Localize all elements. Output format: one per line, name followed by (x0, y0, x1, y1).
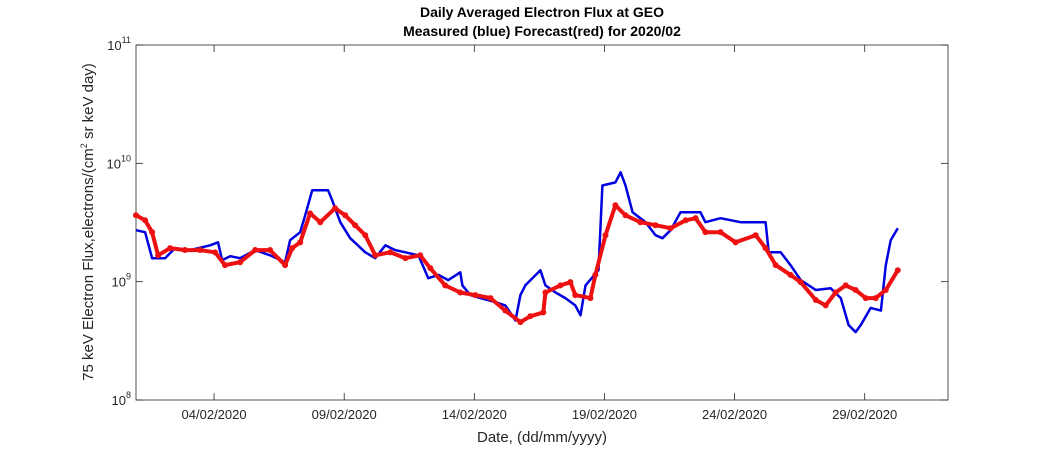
y-tick-exponent: 8 (126, 390, 131, 400)
forecast-point (332, 205, 339, 212)
forecast-point (427, 265, 434, 272)
y-tick-label: 1010 (107, 153, 131, 171)
forecast-point (352, 222, 359, 229)
forecast-point (762, 245, 769, 252)
forecast-point (894, 267, 901, 274)
x-tick-label: 19/02/2020 (572, 407, 637, 422)
x-tick-label: 29/02/2020 (832, 407, 897, 422)
forecast-point (372, 252, 379, 259)
forecast-point (752, 232, 759, 239)
forecast-point (417, 252, 424, 259)
forecast-point (667, 225, 674, 232)
y-tick-base: 10 (112, 393, 126, 408)
x-axis-label: Date, (dd/mm/yyyy) (477, 429, 607, 446)
forecast-point (289, 245, 296, 252)
forecast-point (637, 219, 644, 226)
forecast-point (717, 229, 724, 236)
forecast-point (167, 245, 174, 252)
y-axis-label-part: sr keV day) (80, 63, 97, 143)
y-tick-exponent: 10 (121, 153, 131, 163)
y-axis-label: 75 keV Electron Flux,electrons/(cm2 sr k… (79, 63, 97, 381)
forecast-point (842, 282, 849, 289)
forecast-point (222, 262, 229, 269)
forecast-point (567, 279, 574, 286)
forecast-point (787, 271, 794, 278)
forecast-point (772, 262, 779, 269)
forecast-point (557, 282, 564, 289)
y-tick-label: 1011 (107, 35, 131, 53)
y-tick-exponent: 9 (126, 272, 131, 282)
forecast-point (487, 295, 494, 302)
forecast-point (212, 249, 219, 256)
forecast-point (442, 282, 449, 289)
forecast-point (181, 247, 188, 254)
forecast-point (155, 252, 162, 259)
y-tick-base: 10 (112, 275, 126, 290)
chart-subtitle: Measured (blue) Forecast(red) for 2020/0… (403, 23, 681, 39)
forecast-point (797, 279, 804, 286)
forecast-point (542, 289, 549, 296)
forecast-point (317, 219, 324, 226)
forecast-point (502, 307, 509, 314)
forecast-point (342, 212, 349, 219)
forecast-point (612, 202, 619, 209)
forecast-point (297, 239, 304, 246)
y-axis-label-part: 75 keV Electron Flux,electrons/(cm (80, 148, 97, 381)
forecast-point (237, 259, 244, 266)
forecast-point (852, 287, 859, 294)
plot-frame (135, 44, 949, 401)
forecast-point (812, 296, 819, 303)
forecast-point (472, 292, 479, 299)
forecast-point (527, 313, 534, 320)
y-tick-base: 10 (107, 156, 121, 171)
forecast-point (252, 247, 259, 254)
forecast-point (197, 247, 204, 254)
y-tick-base: 10 (107, 38, 121, 53)
y-tick-exponent: 11 (122, 35, 131, 45)
forecast-point (457, 289, 464, 296)
x-tick-label: 04/02/2020 (182, 407, 247, 422)
forecast-point (307, 210, 314, 217)
forecast-point (540, 309, 547, 316)
y-axis-label-sup: 2 (79, 143, 89, 148)
forecast-point (862, 295, 869, 302)
forecast-point (587, 295, 594, 302)
forecast-point (572, 292, 579, 299)
forecast-point (142, 217, 149, 224)
forecast-point (267, 247, 274, 254)
forecast-point (882, 287, 889, 294)
x-tick-label: 09/02/2020 (312, 407, 377, 422)
forecast-point (622, 212, 629, 219)
forecast-point (402, 255, 409, 262)
forecast-point (682, 217, 689, 224)
forecast-point (702, 229, 709, 236)
chart-title: Daily Averaged Electron Flux at GEO (420, 4, 664, 20)
forecast-point (872, 295, 879, 302)
forecast-point (387, 249, 394, 256)
forecast-point (282, 262, 289, 269)
x-tick-label: 24/02/2020 (702, 407, 767, 422)
x-tick-label: 14/02/2020 (442, 407, 507, 422)
forecast-point (362, 232, 369, 239)
forecast-point (149, 229, 156, 236)
forecast-point (732, 239, 739, 246)
forecast-point (602, 232, 609, 239)
forecast-point (832, 289, 839, 296)
y-tick-label: 109 (112, 272, 131, 290)
forecast-point (822, 302, 829, 309)
forecast-point (592, 271, 599, 278)
forecast-point (652, 222, 659, 229)
forecast-point (517, 319, 524, 326)
forecast-point (692, 215, 699, 222)
y-tick-label: 108 (112, 390, 131, 408)
forecast-point (133, 212, 139, 219)
